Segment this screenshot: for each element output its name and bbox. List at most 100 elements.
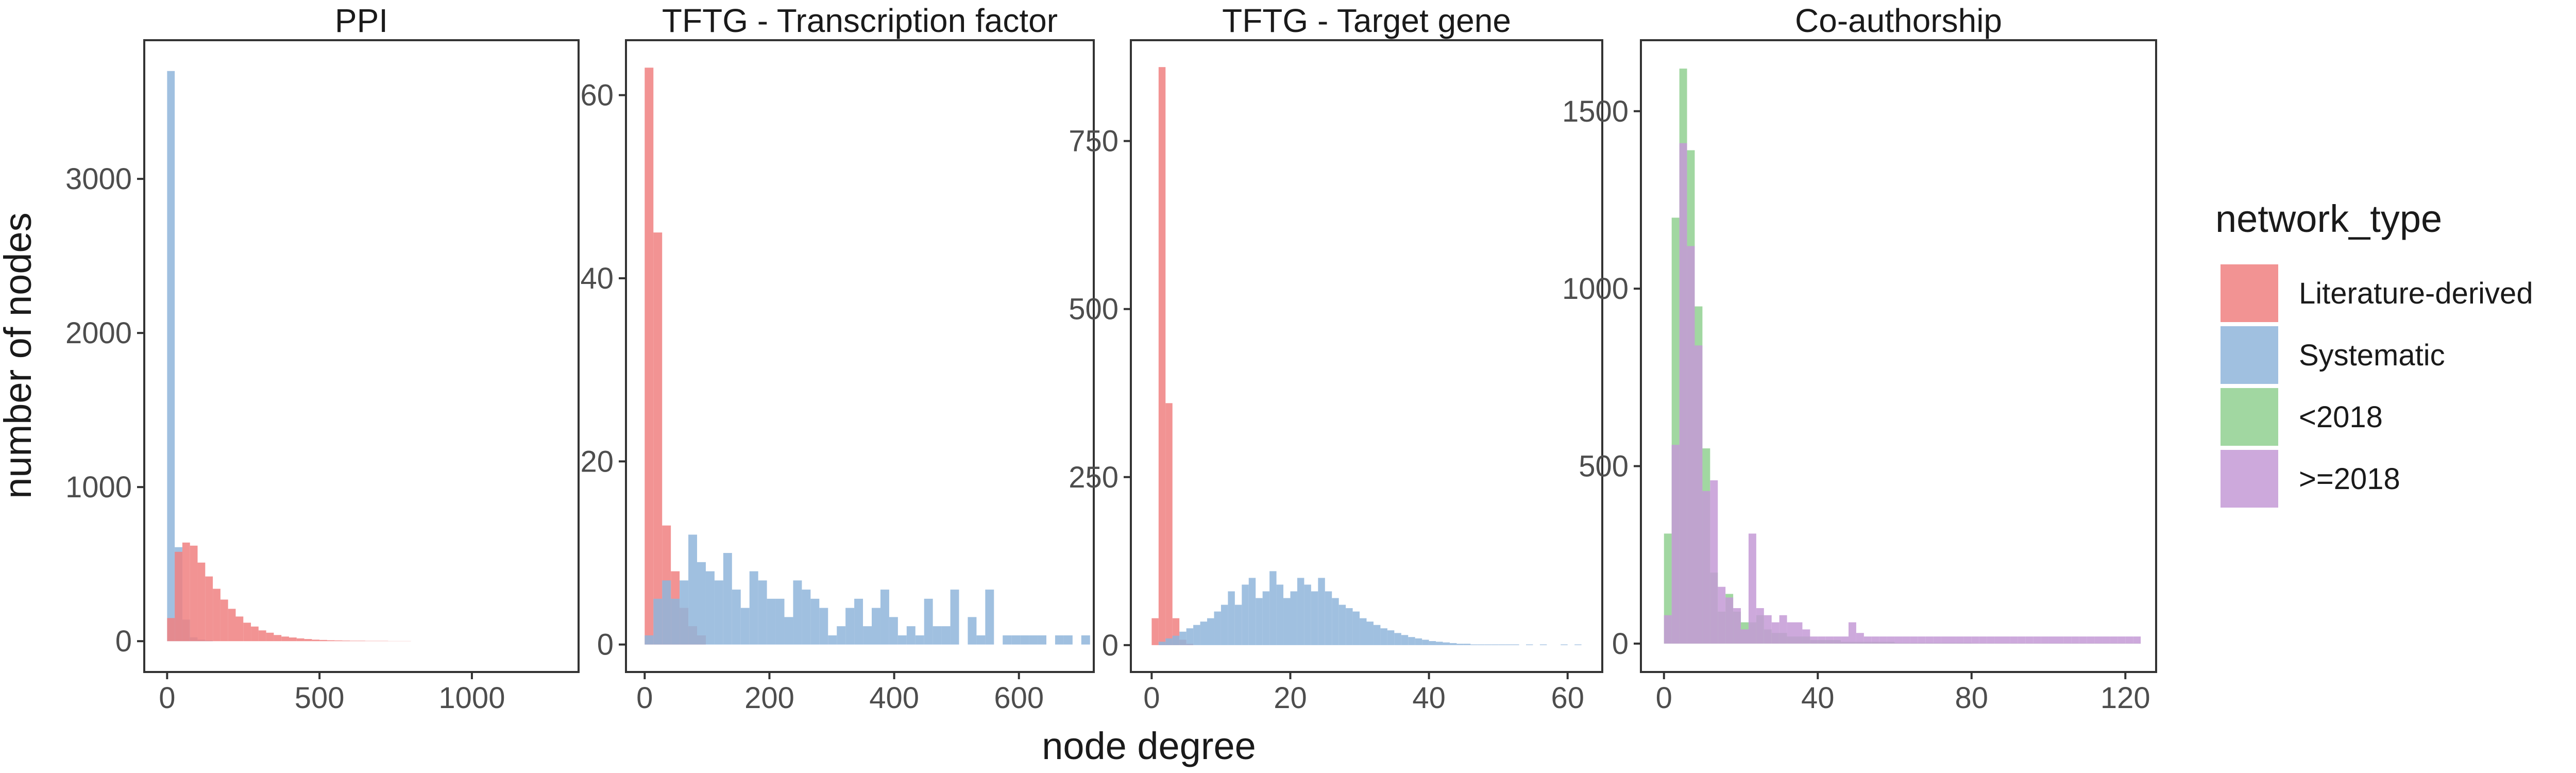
bar-2018 (1787, 622, 1795, 644)
bar-2018 (1894, 636, 1903, 644)
bar-2018 (1802, 629, 1810, 644)
bar-systematic (767, 598, 776, 645)
bar-systematic (1408, 637, 1415, 645)
bar-2018 (1941, 636, 1949, 644)
bar-systematic (1248, 578, 1256, 645)
legend-item-systematic: Systematic (2221, 326, 2445, 384)
bar-literature-derived (190, 545, 198, 642)
bar-2018 (1679, 143, 1687, 644)
bar-systematic (1172, 635, 1180, 645)
bar-systematic (167, 71, 175, 642)
bar-systematic (906, 626, 916, 645)
bar-2018 (2018, 636, 2026, 644)
legend-title: network_type (2215, 197, 2442, 240)
bar-systematic (1290, 591, 1297, 645)
bar-literature-derived (304, 639, 312, 642)
bar-systematic (740, 608, 750, 645)
bar-2018 (1725, 597, 1734, 644)
bar-literature-derived (281, 636, 289, 642)
bar-systematic (1401, 635, 1409, 645)
bar-2018 (1987, 636, 1995, 644)
bar-2018 (1856, 633, 1864, 644)
y-tick-label: 750 (1069, 125, 1118, 158)
bar-systematic (1352, 611, 1360, 645)
bar-systematic (854, 598, 863, 645)
x-tick-label: 40 (1801, 681, 1835, 715)
bar-2018 (2041, 636, 2049, 644)
bar-2018 (1833, 636, 1841, 644)
bar-systematic (1165, 638, 1173, 645)
bar-2018 (1756, 608, 1764, 644)
x-tick-label: 0 (159, 681, 175, 715)
bars (645, 68, 1090, 645)
y-tick-label: 40 (580, 262, 614, 295)
bar-systematic (1234, 604, 1242, 645)
panel-ppi: PPI 0 500 1000 0 1000 2000 3000 (65, 2, 580, 715)
legend-swatch (2221, 388, 2278, 446)
bar-literature-derived (380, 641, 388, 642)
bar-systematic (732, 590, 741, 645)
x-tick-label: 80 (1955, 681, 1989, 715)
legend-swatch (2221, 264, 2278, 322)
panel-co-authorship: Co-authorship 0 40 80 120 0 500 1000 1500 (1562, 2, 2157, 715)
bar-2018 (1694, 345, 1703, 644)
bar-2018 (1841, 636, 1849, 644)
legend-label: Literature-derived (2299, 277, 2533, 310)
bar-2018 (2125, 636, 2133, 644)
bar-systematic (645, 635, 654, 645)
bar-systematic (819, 608, 828, 645)
bar-systematic (1011, 635, 1021, 645)
bar-2018 (1963, 636, 1972, 644)
bar-literature-derived (220, 599, 228, 642)
bar-2018 (2094, 636, 2103, 644)
bar-systematic (1380, 628, 1387, 645)
bar-2018 (2110, 636, 2118, 644)
bar-systematic (1063, 635, 1073, 645)
bar-literature-derived (645, 68, 654, 645)
bar-literature-derived (175, 551, 182, 642)
legend-item-2018: <2018 (2221, 388, 2383, 446)
panel-title: TFTG - Target gene (1222, 2, 1511, 39)
x-tick-label: 200 (744, 681, 794, 715)
bar-systematic (1242, 584, 1249, 645)
bar-systematic (1081, 635, 1090, 645)
y-tick-label: 1000 (65, 470, 132, 504)
bar-2018 (1818, 636, 1826, 644)
bar-literature-derived (274, 635, 282, 642)
x-tick-label: 600 (994, 681, 1044, 715)
bar-systematic (1325, 591, 1332, 645)
bar-systematic (671, 598, 680, 645)
bar-2018 (2133, 636, 2141, 644)
bar-systematic (688, 534, 698, 645)
bar-systematic (1360, 618, 1367, 645)
bar-systematic (950, 590, 959, 645)
bar-systematic (1193, 625, 1200, 645)
bar-2018 (2087, 636, 2095, 644)
bar-systematic (1429, 641, 1436, 645)
bar-systematic (933, 626, 942, 645)
bar-systematic (1179, 631, 1187, 645)
y-tick-label: 1000 (1562, 272, 1629, 306)
y-tick-label: 2000 (65, 316, 132, 350)
legend-label: Systematic (2299, 339, 2445, 372)
panel-frame (1640, 39, 2157, 673)
bar-systematic (845, 608, 855, 645)
bar-systematic (1394, 633, 1401, 645)
legend-swatch (2221, 326, 2278, 384)
bar-literature-derived (319, 640, 327, 642)
bar-systematic (968, 617, 977, 645)
bar-2018 (1794, 622, 1803, 644)
bar-2018 (1902, 636, 1910, 644)
bar-systematic (1443, 642, 1450, 645)
bar-systematic (889, 617, 898, 645)
panel-frame (143, 39, 580, 673)
bar-systematic (1207, 618, 1214, 645)
bar-2018 (2002, 636, 2010, 644)
bar-literature-derived (258, 630, 266, 642)
bar-literature-derived (167, 618, 175, 642)
bar-systematic (1338, 604, 1346, 645)
bar-systematic (758, 580, 767, 645)
bar-systematic (880, 590, 889, 645)
panel-tftg-transcription-factor: TFTG - Transcription factor 0 200 400 600 0 20… (580, 2, 1095, 715)
bar-systematic (1422, 640, 1429, 645)
